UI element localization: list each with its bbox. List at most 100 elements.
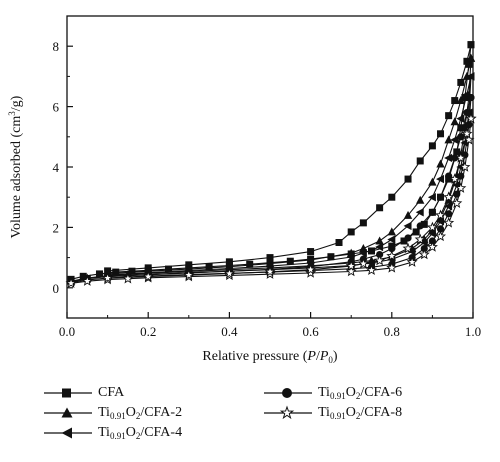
data-point-circle	[428, 237, 436, 245]
data-point-triangle	[375, 236, 384, 245]
x-tick-label: 0.2	[140, 324, 156, 339]
data-point-triangle-left	[375, 242, 384, 252]
data-point-square	[225, 258, 233, 266]
data-point-triangle-left	[407, 247, 416, 256]
data-point-square	[467, 41, 475, 49]
data-point-triangle	[444, 135, 453, 144]
series-layer	[65, 41, 477, 288]
triangle-left-marker-icon	[44, 427, 92, 439]
y-tick-label: 2	[53, 220, 60, 235]
data-point-star	[455, 152, 467, 163]
series-5	[65, 112, 477, 288]
data-point-triangle	[450, 117, 459, 126]
square-marker-icon	[44, 388, 92, 398]
data-point-star	[357, 257, 369, 269]
data-point-square	[307, 248, 315, 256]
data-point-square	[451, 97, 459, 105]
data-point-triangle-left	[387, 235, 396, 244]
data-point-star	[81, 275, 93, 286]
data-point-star	[386, 262, 398, 273]
x-axis: 0.0 0.2 0.4 0.6 0.8 1.0	[59, 312, 481, 339]
legend-label-cfa-8: Ti0.91O2/CFA-8	[318, 405, 403, 421]
data-point-square	[437, 130, 445, 138]
data-point-star	[418, 248, 430, 260]
data-point-square	[79, 272, 87, 280]
data-point-triangle-left	[444, 202, 453, 211]
data-point-square	[445, 112, 453, 120]
data-point-square	[246, 260, 254, 268]
data-point-square	[420, 220, 428, 228]
data-point-circle	[463, 109, 471, 117]
data-point-star	[264, 265, 276, 277]
data-point-square	[128, 267, 136, 275]
data-point-triangle-left	[436, 217, 445, 226]
triangle-up-marker-icon	[44, 407, 92, 418]
data-point-triangle	[462, 71, 472, 80]
data-point-square	[457, 124, 465, 132]
data-point-star	[461, 127, 473, 139]
data-point-circle	[420, 244, 428, 253]
data-point-triangle-left	[358, 248, 367, 258]
data-point-star	[443, 217, 455, 228]
legend-label-cfa-4: Ti0.91O2/CFA-4	[98, 425, 183, 441]
data-point-square	[416, 157, 424, 165]
data-point-circle	[416, 222, 424, 230]
data-point-circle	[388, 244, 396, 253]
data-point-circle	[436, 225, 445, 233]
data-point-star	[345, 265, 357, 277]
x-tick-label: 0.4	[221, 324, 238, 339]
data-point-star	[345, 260, 357, 271]
data-point-star	[426, 241, 438, 252]
data-point-square	[368, 247, 375, 255]
data-point-star	[65, 277, 77, 288]
legend-label-cfa-6: Ti0.91O2/CFA-6	[318, 385, 403, 401]
data-point-circle	[376, 250, 384, 259]
data-point-star	[406, 256, 418, 267]
data-point-square	[376, 204, 384, 212]
data-point-star	[183, 269, 195, 280]
data-point-star	[434, 209, 447, 221]
data-point-triangle-left	[415, 208, 424, 217]
circle-marker-icon	[264, 388, 312, 398]
y-axis-title: Volume adsorbed (cm3/g)	[7, 95, 24, 238]
data-point-triangle-left	[403, 221, 412, 231]
data-point-star	[305, 267, 317, 278]
data-point-square	[404, 175, 412, 183]
data-point-star	[142, 270, 154, 282]
data-point-triangle-left	[419, 238, 428, 247]
data-point-square	[112, 268, 120, 276]
data-point-star	[465, 112, 477, 124]
data-point-circle	[457, 133, 465, 141]
data-point-triangle-left	[427, 229, 436, 238]
data-point-triangle	[436, 159, 445, 168]
data-point-triangle	[466, 53, 476, 62]
data-point-square	[286, 257, 294, 265]
data-point-star	[122, 272, 134, 284]
data-point-star	[451, 197, 463, 208]
legend-label-cfa-2: Ti0.91O2/CFA-2	[98, 405, 183, 421]
data-point-square	[335, 239, 343, 246]
data-point-star	[414, 233, 426, 245]
data-point-triangle	[416, 195, 425, 204]
star-marker-icon	[264, 405, 312, 420]
data-point-triangle-left	[427, 193, 436, 202]
data-point-star	[455, 182, 467, 193]
data-point-square	[412, 228, 420, 236]
data-point-circle	[436, 193, 445, 201]
x-tick-label: 0.0	[59, 324, 75, 339]
data-point-triangle-left	[450, 135, 459, 145]
data-point-star	[463, 133, 475, 145]
data-point-star	[443, 191, 455, 202]
data-point-square	[428, 142, 436, 150]
y-tick-label: 0	[53, 281, 60, 296]
y-tick-label: 4	[53, 160, 60, 175]
data-point-star	[374, 254, 386, 266]
data-point-triangle-left	[436, 174, 445, 184]
data-point-triangle-left	[466, 72, 475, 81]
x-axis-title: Relative pressure (P/P0)	[202, 349, 337, 365]
data-point-triangle-left	[456, 114, 465, 123]
data-point-triangle-left	[444, 153, 453, 163]
data-point-triangle	[403, 210, 413, 219]
